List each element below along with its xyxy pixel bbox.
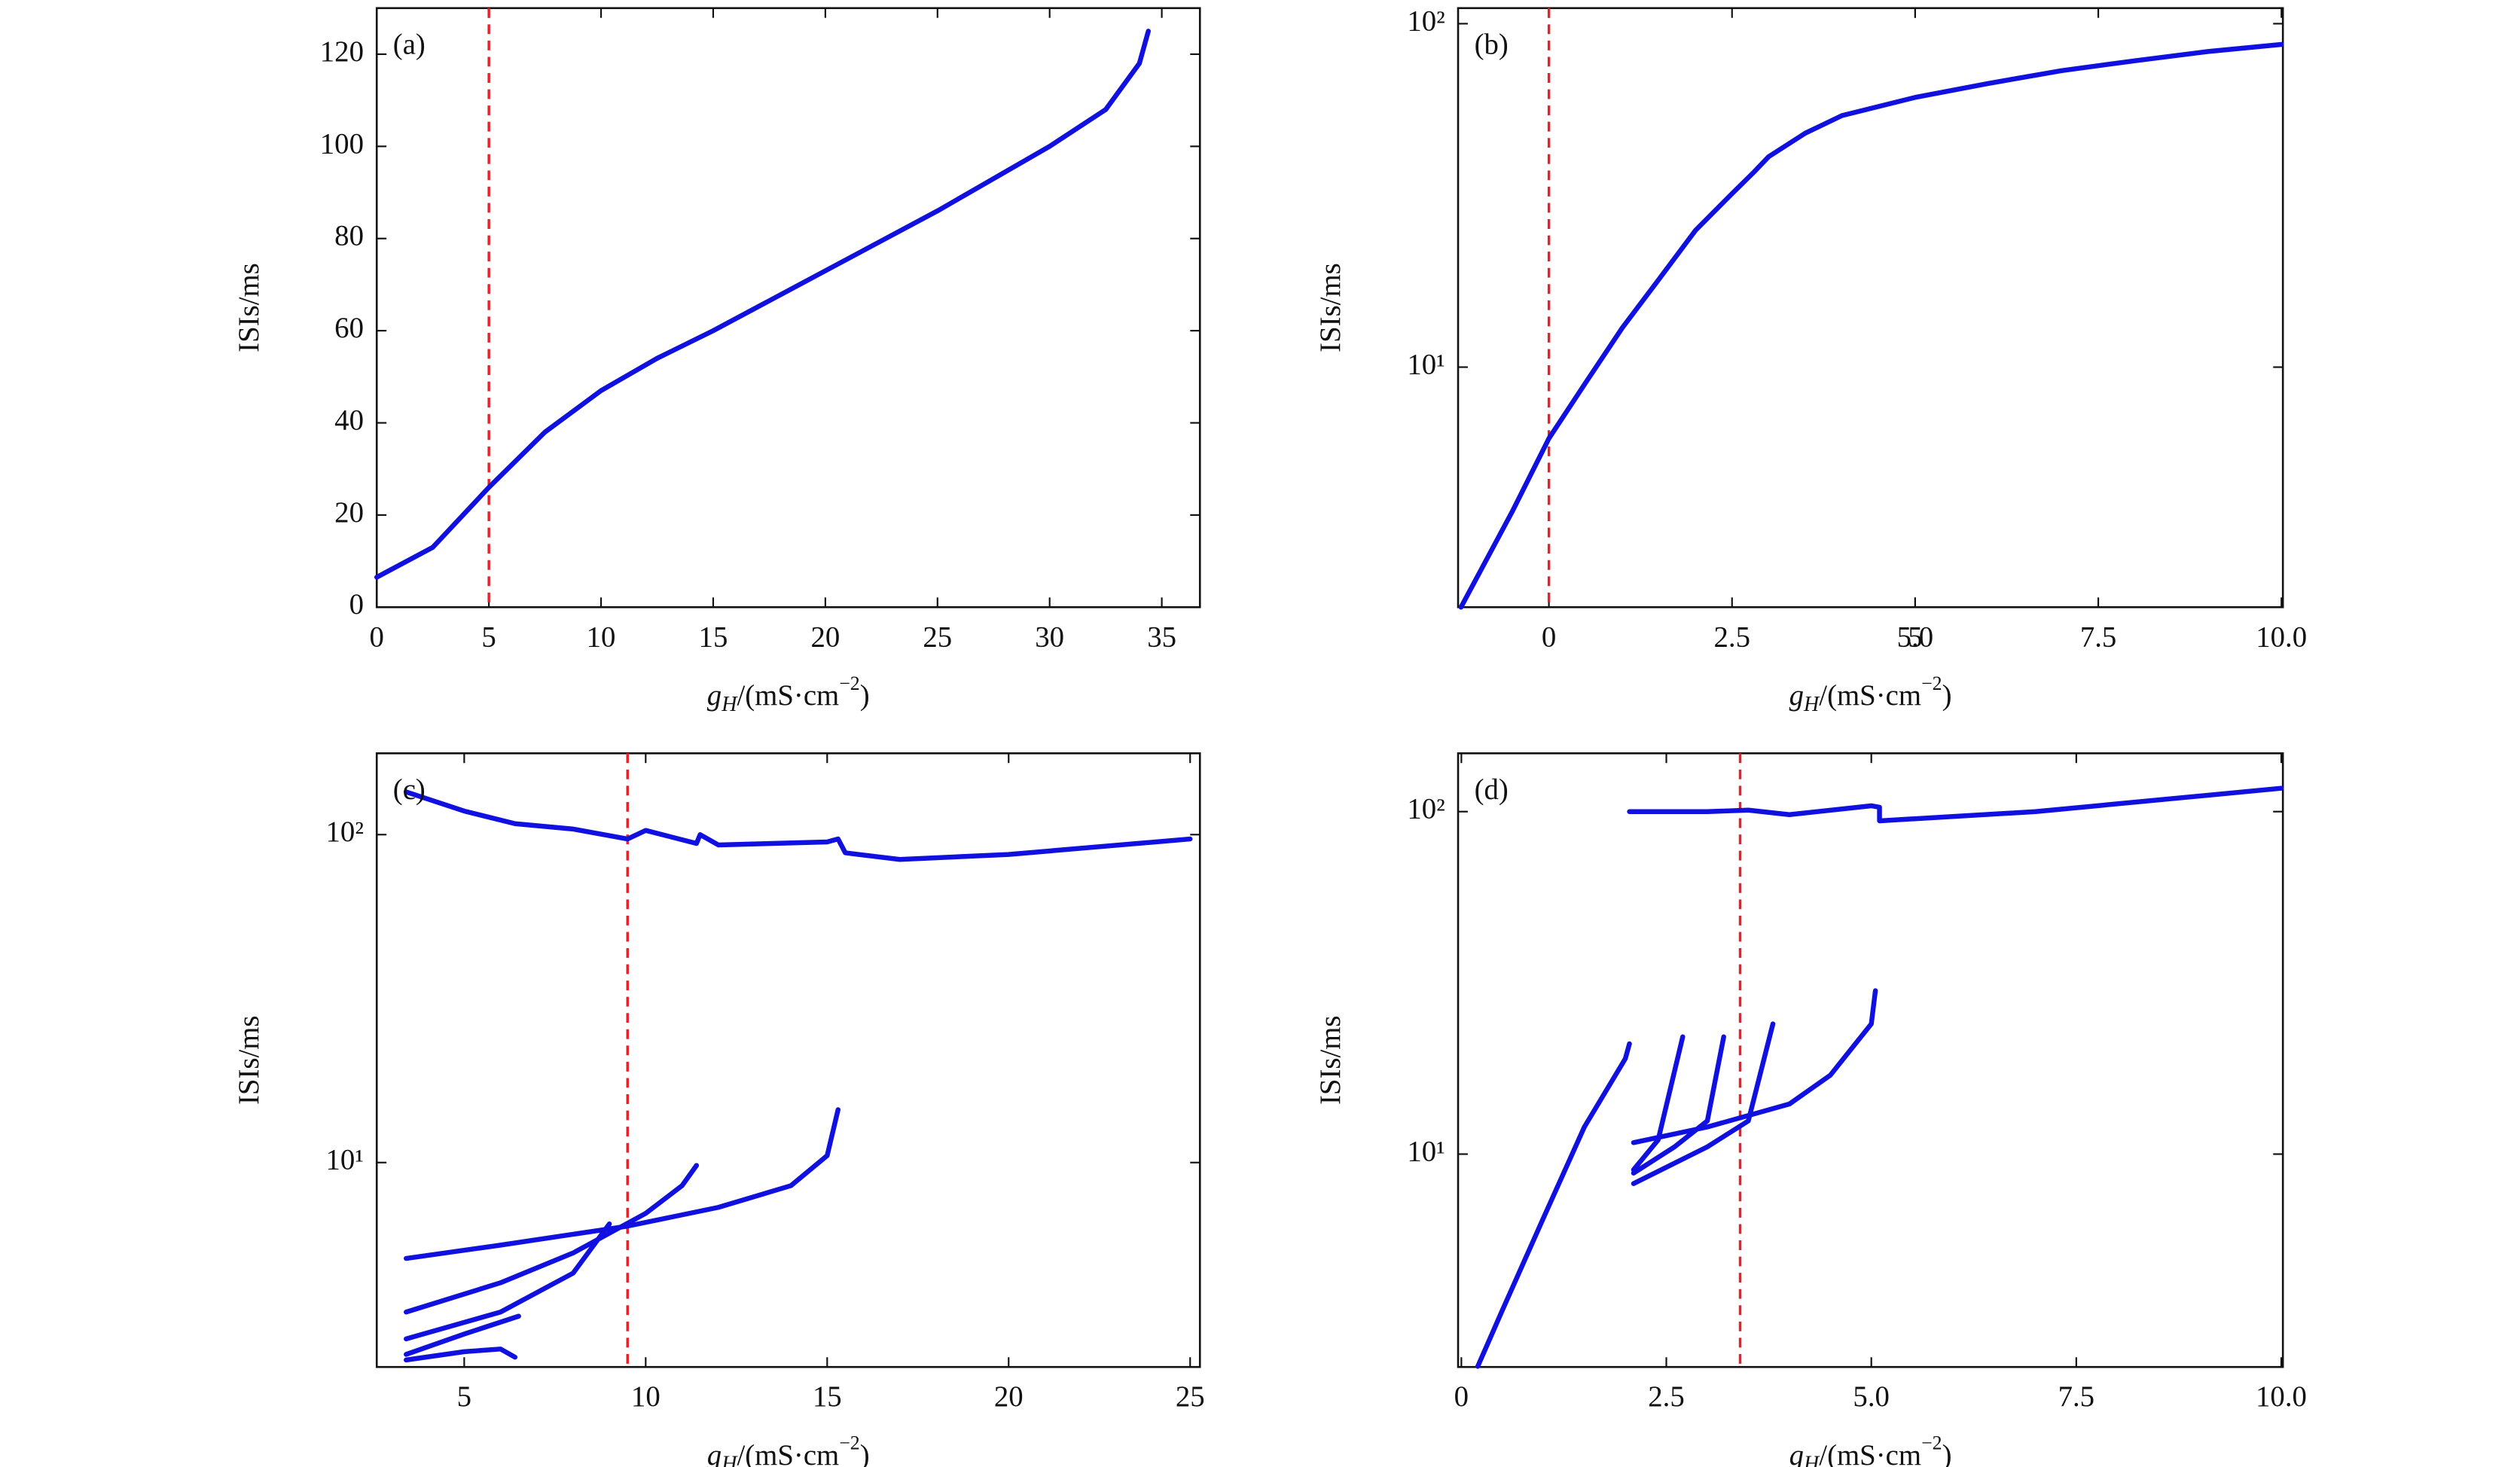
y-axis-label: ISIs/ms	[1314, 1015, 1347, 1105]
data-line	[404, 1221, 612, 1342]
x-tick-label: 5	[1908, 621, 1922, 653]
data-line	[404, 1107, 841, 1261]
y-tick-label: 100	[320, 127, 364, 160]
x-axis-label: gH/(mS·cm−2)	[1789, 673, 1952, 717]
x-axis-label-part: −2	[839, 1432, 860, 1454]
y-tick-label: 10²	[1407, 5, 1445, 37]
x-tick-label: 2.5	[1648, 1380, 1685, 1413]
x-axis-label-part: )	[1942, 1439, 1952, 1467]
y-tick-label: 0	[349, 588, 364, 621]
panel-label: (a)	[393, 28, 426, 60]
data-line	[1631, 1034, 1726, 1176]
x-axis-label-part: /(mS·cm	[1819, 679, 1921, 712]
y-tick-label: 10²	[1407, 793, 1445, 825]
x-axis-label-part: H	[721, 693, 738, 716]
x-axis-label-part: −2	[1921, 673, 1942, 694]
data-line	[1475, 1041, 1632, 1369]
y-tick-label: 10¹	[1407, 1135, 1445, 1167]
panel-label: (d)	[1475, 773, 1509, 806]
data-line	[1627, 785, 2284, 824]
data-line	[404, 1347, 518, 1363]
x-axis-label-part: H	[721, 1453, 738, 1467]
x-axis-label-part: −2	[839, 673, 860, 694]
x-tick-label: 10	[631, 1380, 661, 1413]
x-tick-label: 10.0	[2256, 621, 2307, 653]
x-tick-label: 30	[1035, 621, 1064, 653]
y-tick-label: 10¹	[1407, 348, 1445, 380]
y-tick-label: 10¹	[326, 1144, 364, 1176]
panel-label: (c)	[393, 773, 426, 806]
x-tick-label: 25	[1176, 1380, 1205, 1413]
y-axis-label: ISIs/ms	[233, 1015, 265, 1105]
x-tick-label: 0	[1542, 621, 1556, 653]
x-axis-label-part: )	[1942, 679, 1952, 712]
x-axis-label-part: )	[860, 1439, 870, 1467]
x-tick-label: 2.5	[1714, 621, 1751, 653]
x-tick-label: 15	[699, 621, 728, 653]
x-axis-label-part: g	[1789, 1439, 1804, 1467]
y-tick-label: 120	[320, 35, 364, 68]
plot-frame	[375, 7, 1201, 608]
x-tick-label: 10.0	[2256, 1380, 2307, 1413]
x-axis-label-part: /(mS·cm	[737, 679, 839, 712]
x-tick-label: 20	[994, 1380, 1024, 1413]
y-axis-label: ISIs/ms	[1314, 263, 1347, 352]
x-axis-label: gH/(mS·cm−2)	[1789, 1432, 1952, 1467]
data-line	[1458, 41, 2284, 610]
y-tick-label: 60	[334, 312, 364, 344]
y-tick-label: 10²	[326, 816, 364, 848]
x-tick-label: 5.0	[1897, 621, 1934, 653]
x-axis-label-part: H	[1803, 693, 1820, 716]
x-axis-label-part: /(mS·cm	[1819, 1439, 1921, 1467]
x-axis-label-part: g	[707, 679, 722, 712]
plot-frame	[1457, 7, 2284, 608]
data-line	[404, 1163, 700, 1315]
x-axis-label: gH/(mS·cm−2)	[707, 1432, 870, 1467]
panel-label: (b)	[1475, 28, 1509, 60]
x-tick-label: 25	[923, 621, 952, 653]
data-line	[1631, 988, 1878, 1145]
x-axis-label-part: /(mS·cm	[737, 1439, 839, 1467]
x-tick-label: 5.0	[1853, 1380, 1889, 1413]
y-axis-label: ISIs/ms	[233, 263, 265, 352]
x-axis-label-part: H	[1803, 1453, 1820, 1467]
x-tick-label: 0	[370, 621, 384, 653]
y-tick-label: 20	[334, 496, 364, 529]
data-line	[1631, 1021, 1776, 1186]
x-tick-label: 35	[1147, 621, 1176, 653]
x-tick-label: 7.5	[2080, 621, 2116, 653]
x-tick-label: 10	[587, 621, 616, 653]
x-tick-label: 15	[813, 1380, 842, 1413]
x-tick-label: 20	[810, 621, 840, 653]
x-axis-label-part: g	[707, 1439, 722, 1467]
data-line	[1631, 1034, 1686, 1173]
x-tick-label: 7.5	[2058, 1380, 2095, 1413]
x-axis-label: gH/(mS·cm−2)	[707, 673, 870, 717]
x-tick-label: 0	[1454, 1380, 1469, 1413]
data-line	[404, 789, 1193, 862]
plot-frame	[375, 752, 1201, 1368]
x-axis-label-part: )	[860, 679, 870, 712]
x-axis-label-part: −2	[1921, 1432, 1942, 1454]
plot-frame	[1457, 752, 2284, 1368]
data-line	[374, 29, 1151, 580]
x-tick-label: 5	[481, 621, 496, 653]
y-tick-label: 80	[334, 220, 364, 252]
x-axis-label-part: g	[1789, 679, 1804, 712]
x-tick-label: 5	[457, 1380, 471, 1413]
data-line	[404, 1313, 521, 1357]
y-tick-label: 40	[334, 404, 364, 436]
